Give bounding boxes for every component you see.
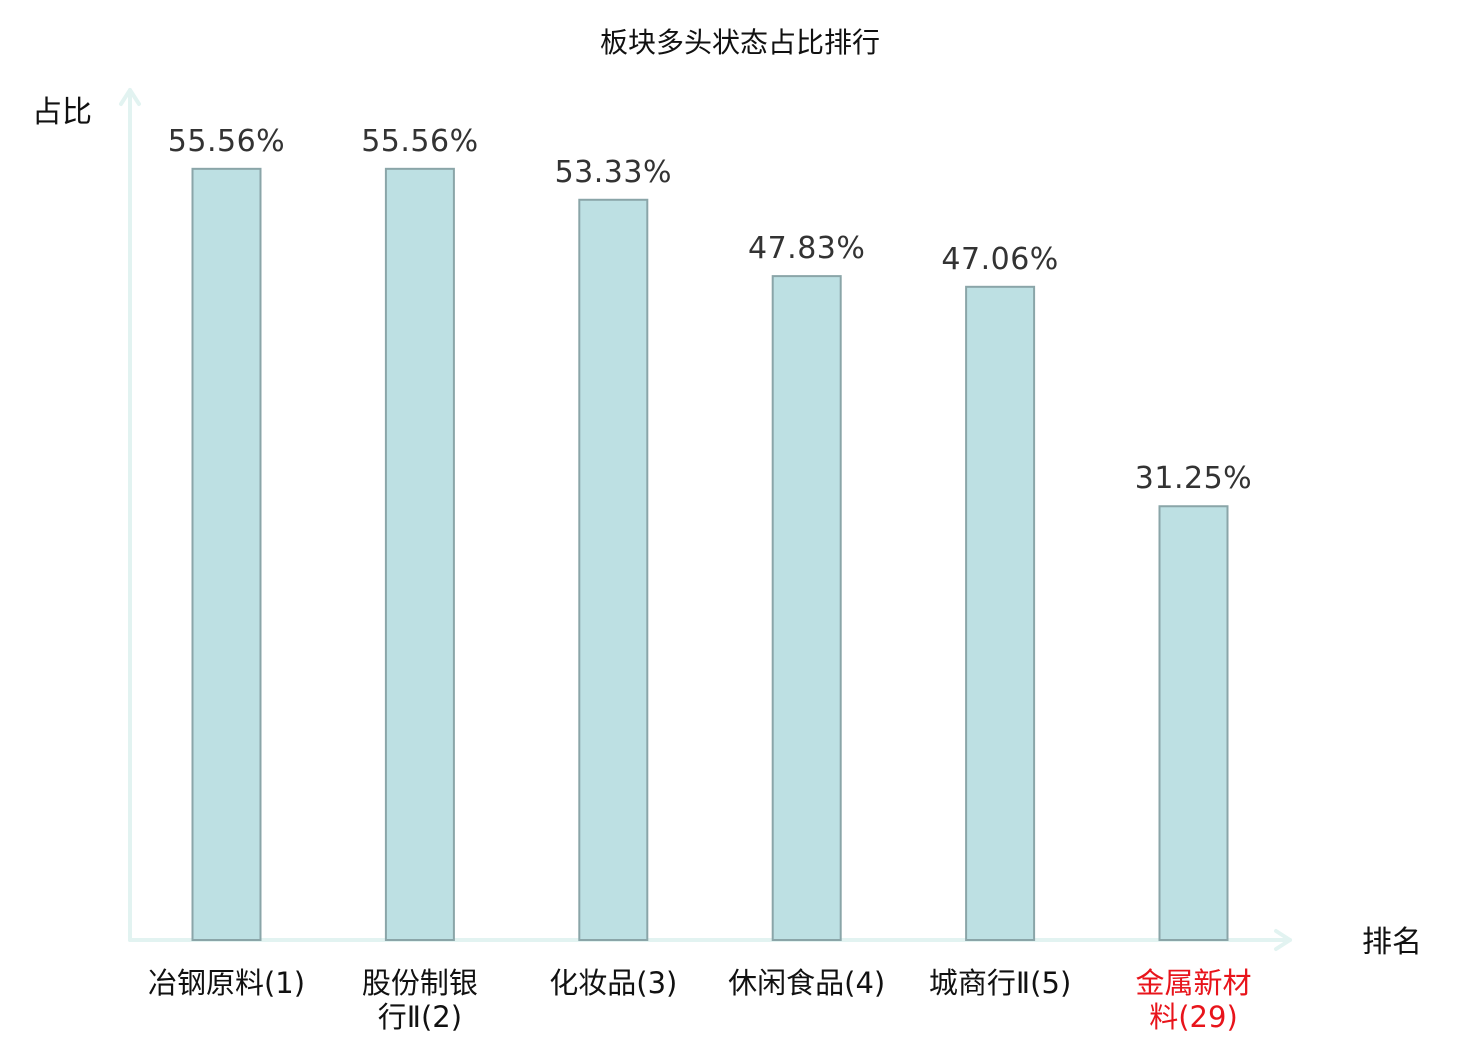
x-tick-label-line: 城商行Ⅱ(5) <box>929 966 1071 1000</box>
x-tick-label: 股份制银行Ⅱ(2) <box>362 966 478 1034</box>
x-tick-label-line: 金属新材 <box>1135 966 1251 1000</box>
bar <box>578 198 649 942</box>
x-axis-title: 排名 <box>1362 925 1422 960</box>
value-labels-group: 55.56% 55.56% 53.33% 47.83% 47.06% 31.25% <box>168 124 1252 496</box>
x-tick-label-line: 股份制银 <box>362 966 478 1000</box>
x-tick-label: 化妆品(3) <box>549 966 677 1000</box>
bar <box>384 167 455 941</box>
x-tick-label-line: 化妆品(3) <box>549 966 677 1000</box>
bars-group <box>191 167 1229 942</box>
x-tick-label: 金属新材料(29) <box>1135 966 1251 1034</box>
y-axis-arrow <box>119 88 141 106</box>
value-label: 47.83% <box>748 231 865 266</box>
x-tick-label-line: 冶钢原料(1) <box>148 966 305 1000</box>
x-axis-arrow <box>1274 929 1292 951</box>
x-tick-label: 冶钢原料(1) <box>148 966 305 1000</box>
x-tick-label-line: 料(29) <box>1149 1000 1238 1034</box>
category-labels-group: 冶钢原料(1) 股份制银行Ⅱ(2) 化妆品(3) 休闲食品(4) 城商行Ⅱ(5) 金属新材… <box>148 966 1252 1034</box>
y-axis-title: 占比 <box>32 95 92 130</box>
bar <box>771 275 842 941</box>
bar <box>965 285 1036 941</box>
x-tick-label-line: 休闲食品(4) <box>728 966 885 1000</box>
x-tick-label: 城商行Ⅱ(5) <box>929 966 1071 1000</box>
value-label: 55.56% <box>168 124 285 159</box>
bar <box>1158 505 1229 941</box>
bar <box>191 167 262 941</box>
value-label: 31.25% <box>1135 461 1252 496</box>
axes <box>119 88 1292 951</box>
chart-title: 板块多头状态占比排行 <box>600 26 880 59</box>
value-label: 47.06% <box>941 242 1058 277</box>
value-label: 55.56% <box>361 124 478 159</box>
x-tick-label: 休闲食品(4) <box>728 966 885 1000</box>
x-tick-label-line: 行Ⅱ(2) <box>378 1000 462 1034</box>
value-label: 53.33% <box>555 155 672 190</box>
